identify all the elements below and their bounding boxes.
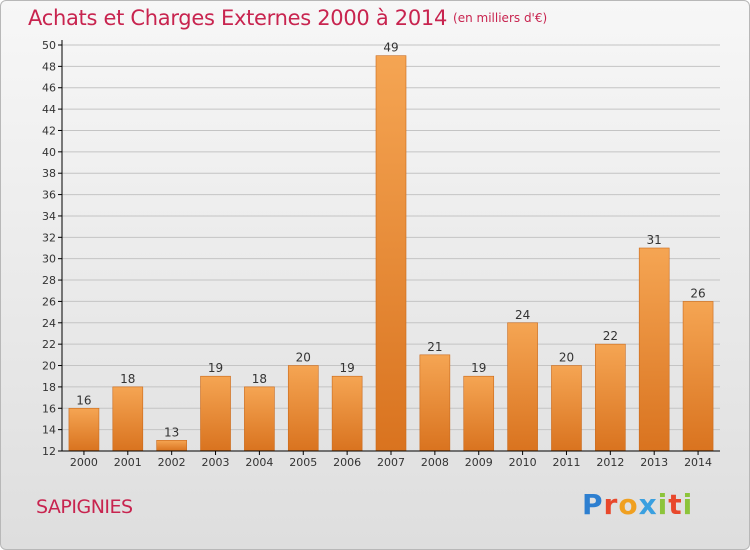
x-tick-label: 2002	[158, 456, 186, 469]
bar	[551, 365, 582, 452]
logo-letter: i	[682, 488, 694, 521]
y-tick-label: 38	[42, 167, 56, 180]
bar-value-label: 21	[427, 340, 442, 354]
bar-value-label: 19	[208, 361, 223, 375]
y-tick-label: 34	[42, 210, 56, 223]
bar	[244, 386, 275, 452]
y-tick-label: 44	[42, 103, 56, 116]
x-tick-label: 2011	[552, 456, 580, 469]
bar	[507, 322, 538, 452]
bar-value-label: 13	[164, 425, 179, 439]
y-tick-label: 42	[42, 124, 56, 137]
logo-letter: P	[582, 488, 604, 521]
bar	[331, 375, 363, 452]
chart-title: Achats et Charges Externes 2000 à 2014 (e…	[28, 6, 547, 30]
x-tick-label: 2003	[202, 456, 230, 469]
bar	[200, 375, 231, 452]
x-tick-label: 2004	[245, 456, 273, 469]
x-tick-label: 2010	[509, 456, 537, 469]
y-tick-label: 48	[42, 60, 56, 73]
y-tick-label: 14	[42, 424, 56, 437]
y-tick-label: 50	[42, 39, 56, 52]
x-tick-label: 2012	[596, 456, 624, 469]
y-tick-label: 28	[42, 274, 56, 287]
y-tick-label: 20	[42, 360, 56, 373]
bar	[287, 365, 319, 452]
chart-title-text: Achats et Charges Externes 2000 à 2014	[28, 6, 448, 30]
y-tick-label: 16	[42, 402, 56, 415]
logo-letter: t	[668, 488, 683, 521]
x-tick-label: 2000	[70, 456, 98, 469]
x-tick-label: 2001	[114, 456, 142, 469]
y-tick-label: 18	[42, 381, 56, 394]
bar-value-label: 22	[603, 329, 618, 343]
x-tick-label: 2009	[465, 456, 493, 469]
x-tick-label: 2014	[684, 456, 712, 469]
bar	[463, 375, 495, 452]
bar	[419, 354, 451, 452]
logo-letter: x	[638, 488, 658, 521]
bar-value-label: 49	[383, 41, 398, 55]
bar-value-label: 20	[296, 351, 311, 365]
bar-value-label: 20	[559, 351, 574, 365]
y-tick-label: 30	[42, 253, 56, 266]
y-tick-label: 46	[42, 82, 56, 95]
bar-value-label: 19	[339, 361, 354, 375]
y-tick-label: 36	[42, 189, 56, 202]
bar-value-label: 18	[120, 372, 135, 386]
x-tick-label: 2007	[377, 456, 405, 469]
bar-value-label: 26	[690, 286, 705, 300]
bar-value-label: 24	[515, 308, 530, 322]
y-tick-label: 26	[42, 295, 56, 308]
chart-title-unit: (en milliers d'€)	[453, 11, 548, 25]
y-tick-label: 12	[42, 445, 56, 458]
x-tick-label: 2008	[421, 456, 449, 469]
y-tick-label: 22	[42, 338, 56, 351]
bar	[595, 343, 626, 452]
bar-value-label: 18	[252, 372, 267, 386]
logo-letter: r	[603, 488, 619, 521]
bar	[375, 55, 407, 452]
x-tick-label: 2006	[333, 456, 361, 469]
bar	[638, 247, 670, 452]
bar	[156, 440, 187, 452]
bar-value-label: 31	[647, 233, 662, 247]
logo-letter: i	[657, 488, 669, 521]
bar-value-label: 16	[76, 393, 91, 407]
x-tick-label: 2005	[289, 456, 317, 469]
y-tick-label: 40	[42, 146, 56, 159]
x-tick-label: 2013	[640, 456, 668, 469]
bar-value-label: 19	[471, 361, 486, 375]
commune-name: SAPIGNIES	[36, 496, 133, 518]
y-tick-label: 32	[42, 231, 56, 244]
y-tick-label: 24	[42, 317, 56, 330]
bar	[682, 301, 714, 452]
proxiti-logo[interactable]: Proxiti	[582, 488, 693, 521]
logo-letter: o	[618, 488, 639, 521]
bar	[68, 407, 100, 452]
bar	[112, 386, 144, 452]
